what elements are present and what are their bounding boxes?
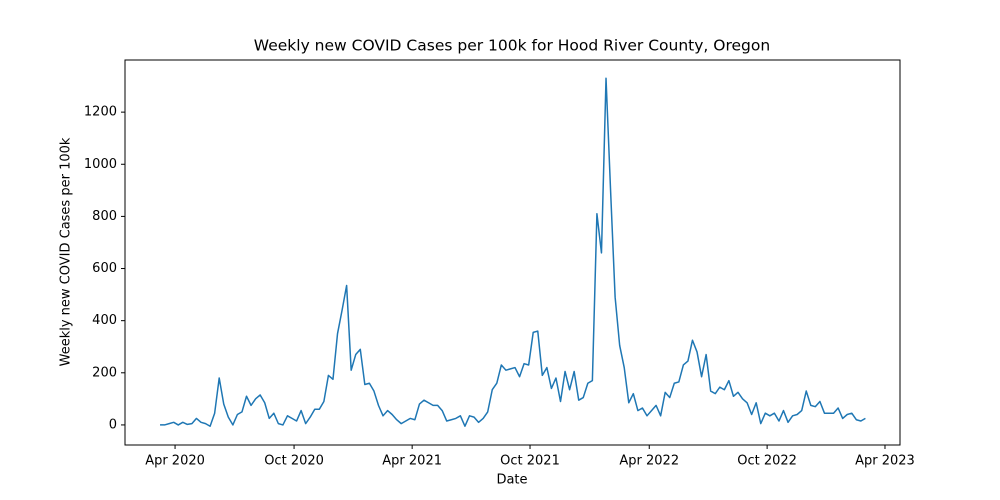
y-axis-label: Weekly new COVID Cases per 100k: [59, 137, 74, 366]
y-tick-label: 1200: [84, 105, 117, 120]
y-tick-label: 1000: [84, 157, 117, 172]
x-tick-label: Oct 2021: [500, 454, 560, 469]
x-tick-label: Apr 2022: [619, 454, 679, 469]
x-axis-label: Date: [496, 473, 527, 488]
x-tick-label: Oct 2020: [264, 454, 324, 469]
y-tick-label: 0: [109, 417, 117, 432]
chart-title: Weekly new COVID Cases per 100k for Hood…: [254, 37, 770, 55]
data-line: [160, 77, 866, 427]
y-tick-label: 400: [92, 313, 117, 328]
y-tick-label: 800: [92, 209, 117, 224]
plot-frame: [124, 59, 901, 446]
x-tick-label: Apr 2021: [382, 454, 442, 469]
x-tick-label: Apr 2020: [145, 454, 205, 469]
x-tick-label: Oct 2022: [737, 454, 797, 469]
y-tick-label: 600: [92, 261, 117, 276]
y-tick-label: 200: [92, 365, 117, 380]
x-tick-label: Apr 2023: [855, 454, 915, 469]
